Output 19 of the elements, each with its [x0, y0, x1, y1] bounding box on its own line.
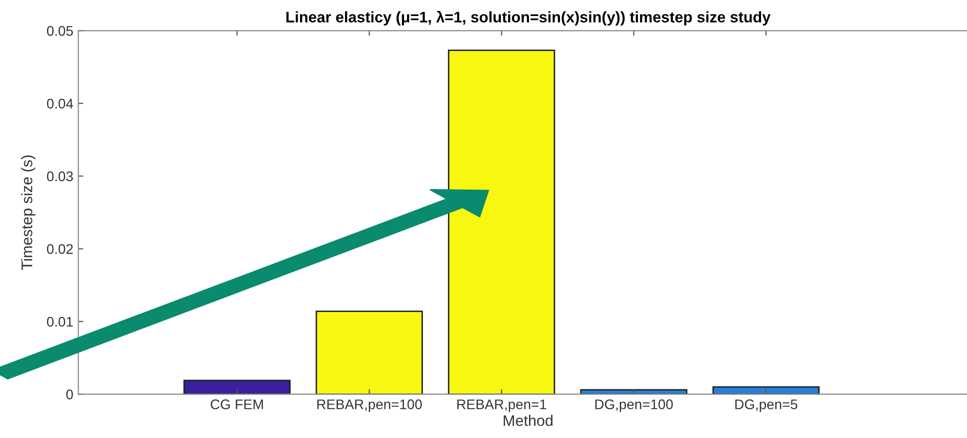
x-axis-title: Method — [504, 414, 552, 426]
chart-title: Linear elasticy (μ=1, λ=1, solution=sin(x)sin(y)) timestep size study — [286, 10, 771, 26]
y-tick-label: 0.02 — [46, 244, 73, 254]
x-tick-label: REBAR,pen=100 — [317, 399, 422, 412]
y-tick-label: 0.01 — [46, 316, 73, 327]
y-axis-title: Timestep size (s) — [21, 156, 36, 270]
bar — [448, 50, 556, 394]
y-tick-label: 0 — [66, 390, 73, 400]
y-tick-label: 0.03 — [46, 171, 73, 182]
x-tick-label: DG,pen=5 — [735, 399, 798, 412]
y-tick-label: 0.04 — [46, 98, 74, 109]
bar — [316, 310, 423, 394]
x-tick-label: CG FEM — [210, 399, 263, 410]
x-tick-label: REBAR,pen=1 — [457, 400, 546, 412]
y-tick-label: 0.05 — [46, 26, 73, 36]
bar — [712, 386, 820, 394]
bar — [183, 380, 291, 394]
bar — [580, 389, 688, 394]
x-tick-label: DG,pen=100 — [595, 399, 673, 412]
